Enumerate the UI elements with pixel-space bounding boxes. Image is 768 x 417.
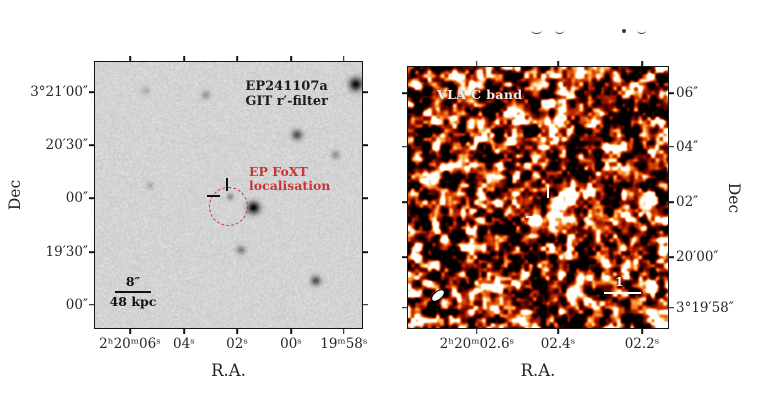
optical-panel: EP241107a GIT r′-filter EP FoXT localisa… <box>6 56 368 380</box>
radio-image <box>408 67 668 328</box>
axis-tick <box>129 328 131 334</box>
axis-tick <box>183 56 185 62</box>
axis-tick <box>89 251 95 253</box>
y-tick-label: 3°19′58″ <box>676 299 734 316</box>
y-tick-label: 19′30″ <box>45 243 88 260</box>
y-tick-label: 06″ <box>676 85 699 102</box>
scale-bar-line <box>115 290 151 293</box>
dec-axis-label: Dec <box>6 179 24 211</box>
axis-tick <box>129 56 131 62</box>
scale-bar: 1″ <box>602 275 642 295</box>
axis-tick <box>476 328 478 334</box>
y-tick-label: 20′00″ <box>676 249 719 265</box>
target-name: EP241107a <box>245 79 328 94</box>
axis-tick <box>402 256 408 258</box>
radio-panel-label: VLA C band <box>437 87 523 102</box>
radio-panel: VLA C band 1″ Dec R.A. 2ʰ20ᵐ02.6ˢ 02.4ˢ 02… <box>402 61 743 380</box>
axis-tick <box>557 61 559 67</box>
axis-tick <box>402 92 408 94</box>
y-tick-label: 20′30″ <box>45 136 88 153</box>
x-tick-label: 00ˢ <box>280 336 302 352</box>
axis-tick <box>668 256 674 258</box>
x-tick-label: 2ʰ20ᵐ06ˢ <box>99 336 161 352</box>
axis-tick <box>89 197 95 199</box>
axis-tick <box>343 328 345 334</box>
crosshair-tick-vertical <box>226 178 228 191</box>
axis-tick <box>89 144 95 146</box>
y-tick-label: 02″ <box>676 193 699 210</box>
axis-tick <box>641 61 643 67</box>
x-tick-label: 04ˢ <box>173 336 195 352</box>
axis-tick <box>89 304 95 306</box>
axis-tick <box>290 56 292 62</box>
axis-tick <box>343 56 345 62</box>
annotation-line: localisation <box>249 178 331 193</box>
dec-axis-label: Dec <box>724 182 743 213</box>
crosshair-tick-vertical <box>547 185 550 198</box>
x-tick-label: 02.2ˢ <box>624 336 660 352</box>
axis-tick <box>362 144 368 146</box>
axis-tick <box>362 197 368 199</box>
axis-tick <box>362 304 368 306</box>
y-tick-label: 3°21′00″ <box>30 84 88 101</box>
y-tick-label: 00″ <box>65 296 88 313</box>
axis-tick <box>476 61 478 67</box>
axis-tick <box>668 201 674 203</box>
x-tick-label: 02ˢ <box>226 336 248 352</box>
axis-tick <box>402 201 408 203</box>
cropped-text-fragment <box>555 27 564 34</box>
scale-bar-angular: 1″ <box>615 275 629 289</box>
scale-bar-physical: 48 kpc <box>109 293 157 309</box>
axis-tick <box>668 92 674 94</box>
axis-tick <box>641 328 643 334</box>
scale-bar-line <box>603 292 641 295</box>
axis-tick <box>183 328 185 334</box>
axis-tick <box>668 146 674 148</box>
scale-bar-angular: 8″ <box>125 274 141 289</box>
ep-foxt-annotation: EP FoXT localisation <box>249 165 330 193</box>
axis-tick <box>89 91 95 93</box>
axis-tick <box>362 91 368 93</box>
ra-axis-label: R.A. <box>520 361 556 380</box>
filter-name: GIT r′-filter <box>245 93 328 109</box>
ra-axis-label: R.A. <box>211 361 246 380</box>
axis-tick <box>668 307 674 309</box>
y-tick-label: 04″ <box>676 138 699 155</box>
optical-panel-label: EP241107a GIT r′-filter <box>245 79 328 109</box>
crosshair-tick-horizontal <box>526 216 539 219</box>
localisation-circle <box>209 186 249 226</box>
axis-tick <box>402 307 408 309</box>
cropped-text-fragment <box>637 27 646 34</box>
axis-tick <box>402 146 408 148</box>
annotation-line: EP FoXT <box>249 164 308 179</box>
cropped-text-fragment <box>531 27 542 34</box>
x-tick-label: 02.4ˢ <box>540 336 576 352</box>
axis-tick <box>236 328 238 334</box>
crosshair-tick-horizontal <box>207 195 220 197</box>
x-tick-label: 2ʰ20ᵐ02.6ˢ <box>439 336 515 352</box>
axis-tick <box>557 328 559 334</box>
cropped-text-fragment <box>622 29 626 33</box>
y-tick-label: 00″ <box>65 189 88 206</box>
axis-tick <box>362 251 368 253</box>
axis-tick <box>290 328 292 334</box>
scale-bar: 8″ 48 kpc <box>109 275 157 308</box>
axis-tick <box>236 56 238 62</box>
x-tick-label: 19ᵐ58ˢ <box>320 336 368 352</box>
